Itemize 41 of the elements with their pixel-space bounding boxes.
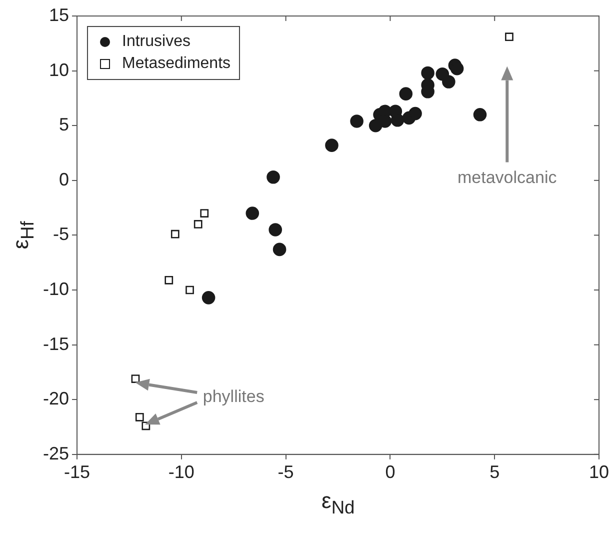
point (473, 108, 487, 122)
y-tick-label: 10 (48, 60, 70, 80)
annotation: phyllites (202, 386, 264, 407)
point (246, 206, 260, 220)
point (450, 62, 464, 76)
y-tick-label: -25 (43, 443, 70, 464)
y-tick-label: -15 (43, 334, 70, 354)
y-tick-label: -20 (43, 388, 70, 409)
point (390, 113, 404, 127)
y-tick-label: 15 (48, 4, 70, 25)
x-tick-label: 0 (385, 462, 396, 482)
point (202, 291, 216, 304)
point (200, 209, 209, 218)
point (421, 66, 434, 80)
point (131, 374, 140, 383)
point (170, 230, 180, 238)
x-axis-title: ε$_{Nd}$ (322, 488, 355, 519)
point (272, 242, 286, 256)
y-tick-label: -5 (53, 224, 70, 244)
legend-label: Metasediments (122, 55, 231, 73)
point (399, 87, 413, 100)
point (266, 170, 280, 184)
point (164, 276, 174, 284)
point (135, 412, 144, 422)
point (350, 114, 364, 128)
point (186, 286, 194, 294)
point (325, 138, 338, 152)
point (505, 32, 514, 42)
x-tick-label: -5 (278, 462, 294, 482)
x-tick-label: 10 (588, 462, 610, 482)
y-tick-label: 5 (59, 114, 70, 135)
x-tick-label: -10 (168, 462, 194, 482)
annotation: metavolcanic (458, 168, 557, 188)
y-tick-label: 0 (59, 169, 70, 190)
point (268, 223, 282, 236)
point (442, 75, 456, 88)
point (194, 220, 202, 228)
point (408, 106, 422, 120)
legend-label: Intrusives (122, 33, 190, 51)
y-tick-label: -10 (43, 278, 70, 299)
x-tick-label: 5 (490, 462, 500, 482)
